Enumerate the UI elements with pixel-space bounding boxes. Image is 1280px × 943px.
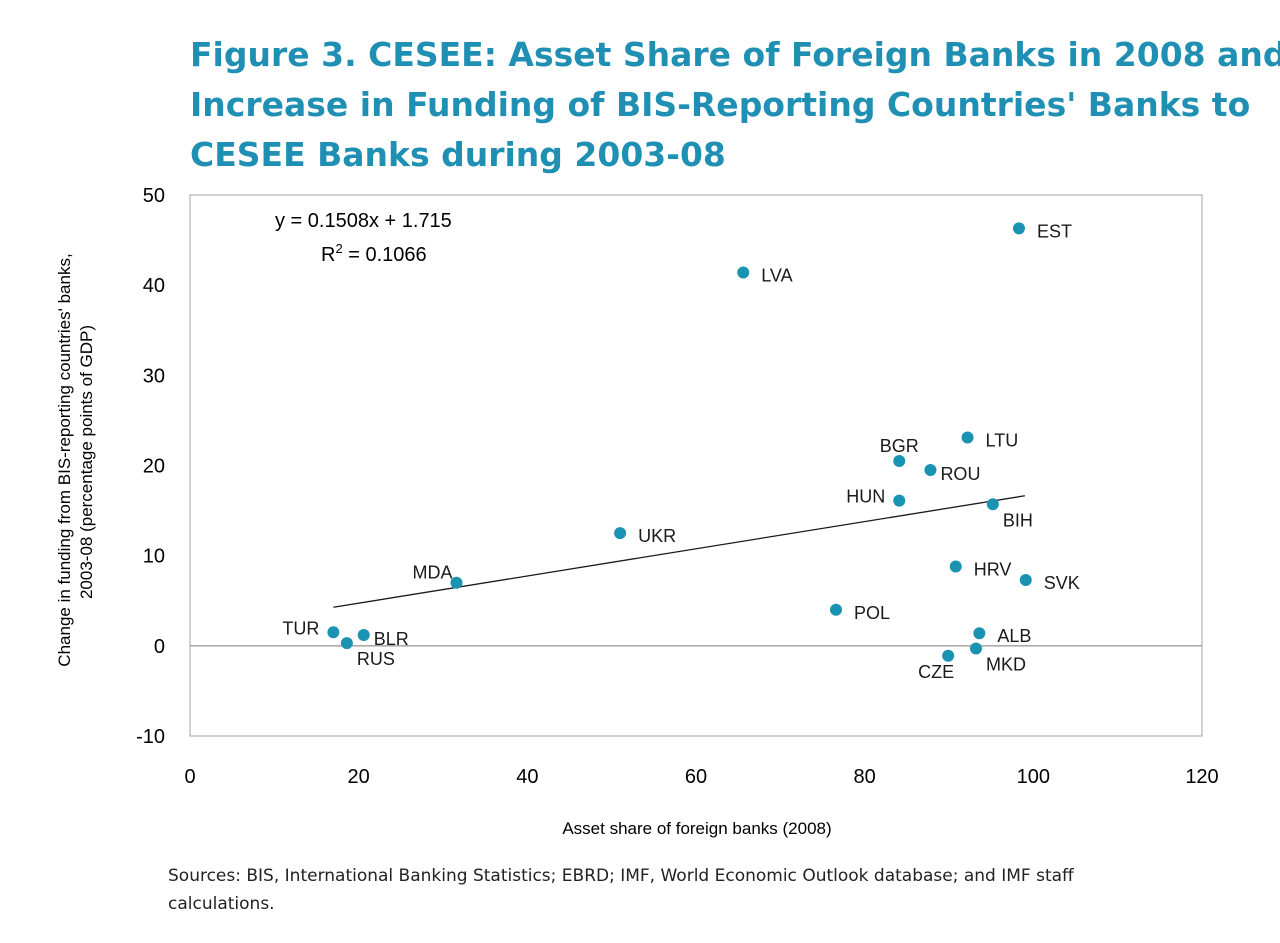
data-point-mkd [969, 642, 982, 655]
point-label-mkd: MKD [986, 655, 1026, 675]
data-point-ltu [961, 431, 974, 444]
data-point-alb [973, 627, 986, 640]
y-axis: -10 0 10 20 30 40 50 [136, 185, 165, 748]
point-label-bih: BIH [1003, 510, 1033, 530]
data-point-ukr [614, 527, 627, 540]
point-label-ltu: LTU [986, 431, 1019, 451]
x-axis-label: Asset share of foreign banks (2008) [562, 819, 831, 838]
data-point-est [1012, 222, 1025, 235]
point-label-hrv: HRV [974, 559, 1012, 579]
source-line-1: Sources: BIS, International Banking Stat… [168, 866, 1074, 886]
data-points: EST LVA LTU BGR ROU HUN BIH UKR HRV SVK MDA POL TUR A… [282, 221, 1079, 681]
point-label-mda: MDA [412, 563, 452, 583]
data-point-rou [924, 464, 937, 477]
y-tick-label: 40 [143, 275, 165, 297]
y-tick-label: 0 [154, 636, 165, 658]
data-point-pol [829, 603, 842, 616]
y-tick-label: 20 [143, 456, 165, 478]
point-label-ukr: UKR [638, 526, 676, 546]
trendline [333, 495, 1026, 608]
data-point-bih [986, 498, 999, 511]
data-point-tur [327, 626, 340, 639]
point-label-rou: ROU [940, 464, 980, 484]
trendline-equation: y = 0.1508x + 1.715 [275, 210, 452, 232]
data-point-hun [893, 494, 906, 507]
x-tick-label: 60 [685, 766, 707, 788]
y-tick-label: 10 [143, 546, 165, 568]
data-point-bgr [893, 454, 906, 467]
source-line-2: calculations. [168, 894, 275, 914]
point-label-rus: RUS [357, 649, 395, 669]
point-label-lva: LVA [761, 266, 792, 286]
point-label-svk: SVK [1044, 573, 1080, 593]
y-tick-label: 30 [143, 365, 165, 387]
data-point-rus [340, 637, 353, 650]
x-tick-label: 40 [516, 766, 538, 788]
data-point-mda [450, 576, 463, 589]
x-tick-label: 80 [854, 766, 876, 788]
y-tick-label: 50 [143, 185, 165, 207]
x-axis: 0 20 40 60 80 100 120 [184, 766, 1218, 788]
data-point-hrv [949, 560, 962, 573]
r-squared-prefix: R [321, 244, 335, 266]
point-label-bgr: BGR [880, 436, 919, 456]
point-label-hun: HUN [846, 487, 885, 507]
x-tick-label: 20 [348, 766, 370, 788]
y-axis-label-line-1: Change in funding from BIS-reporting cou… [55, 253, 74, 666]
x-tick-label: 100 [1017, 766, 1050, 788]
r-squared-superscript: 2 [335, 241, 342, 256]
plot-area [189, 194, 1203, 737]
chart-title-line-3: CESEE Banks during 2003-08 [190, 135, 726, 174]
x-tick-label: 120 [1185, 766, 1218, 788]
chart-title: Figure 3. CESEE: Asset Share of Foreign … [190, 30, 1280, 180]
y-axis-label-line-2: 2003-08 (percentage points of GDP) [77, 325, 96, 599]
chart-title-line-2: Increase in Funding of BIS-Reporting Cou… [190, 85, 1251, 124]
data-point-svk [1019, 574, 1032, 587]
r-squared-label: R2 = 0.1066 [321, 241, 427, 266]
point-label-tur: TUR [282, 618, 319, 638]
r-squared-value: = 0.1066 [343, 244, 427, 266]
data-point-blr [357, 629, 370, 642]
data-point-cze [942, 649, 955, 662]
chart-title-line-1: Figure 3. CESEE: Asset Share of Foreign … [190, 35, 1280, 74]
source-note: Sources: BIS, International Banking Stat… [168, 862, 1208, 918]
x-tick-label: 0 [184, 766, 195, 788]
y-tick-label: -10 [136, 726, 165, 748]
point-label-cze: CZE [918, 662, 954, 682]
data-point-lva [737, 266, 750, 279]
point-label-alb: ALB [997, 626, 1031, 646]
point-label-est: EST [1037, 221, 1072, 241]
point-label-pol: POL [854, 603, 890, 623]
point-label-blr: BLR [374, 629, 409, 649]
